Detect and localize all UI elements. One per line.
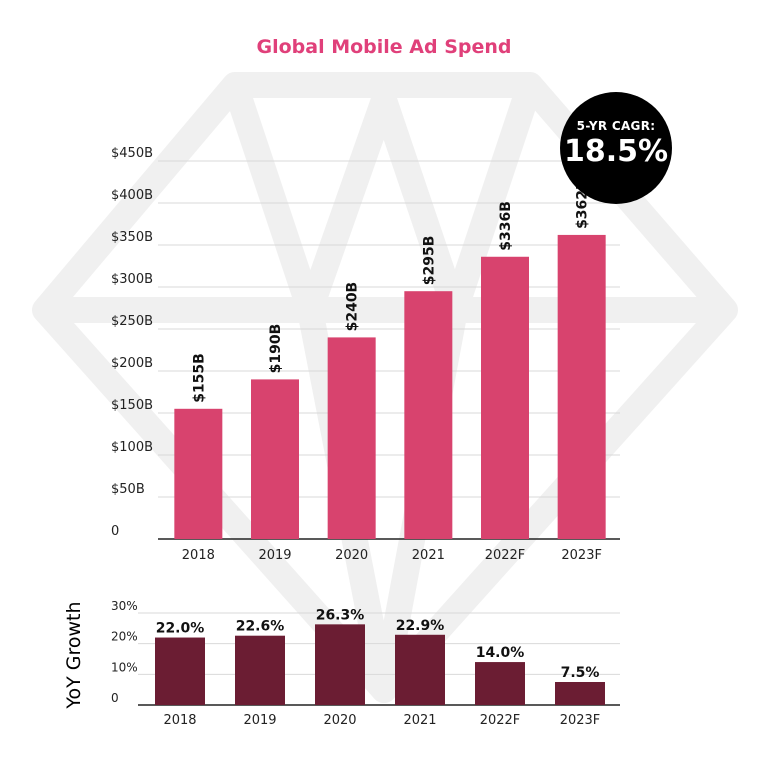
chart-title: Global Mobile Ad Spend xyxy=(256,36,512,58)
bar xyxy=(557,234,606,540)
x-tick-label: 2019 xyxy=(243,713,276,728)
data-label: 7.5% xyxy=(561,665,600,681)
data-label: $240B xyxy=(345,282,361,332)
y-tick-label: 0 xyxy=(111,691,119,705)
x-tick-label: 2023F xyxy=(560,713,601,728)
cagr-value: 18.5% xyxy=(563,134,669,169)
data-label: 22.0% xyxy=(156,621,205,637)
y-tick-label: 0 xyxy=(111,524,119,539)
bar xyxy=(395,634,445,705)
yoy-axis-title: YoY Growth xyxy=(63,601,85,709)
x-tick-label: 2020 xyxy=(323,713,356,728)
bar xyxy=(174,408,223,539)
data-label: $155B xyxy=(191,353,207,403)
x-tick-label: 2021 xyxy=(403,713,436,728)
x-tick-label: 2018 xyxy=(163,713,196,728)
bar xyxy=(475,662,525,705)
main-bar-chart: 0 $50B $100B $150B $200B $250B $300B $350B $400B… xyxy=(111,146,620,563)
y-tick-label: $100B xyxy=(111,440,153,455)
data-label: 22.9% xyxy=(396,618,445,634)
bar xyxy=(481,256,529,539)
x-tick-label: 2022F xyxy=(485,548,526,563)
x-tick-label: 2023F xyxy=(561,548,602,563)
x-tick-label: 2021 xyxy=(412,548,445,563)
y-tick-label: 20% xyxy=(111,630,138,644)
x-tick-label: 2018 xyxy=(182,548,215,563)
yoy-growth-bar-chart: 0 10% 20% 30% 2018 22.0% 2019 22.6% 2020 26.3% 202… xyxy=(111,599,620,728)
bar xyxy=(404,291,453,539)
x-tick-label: 2019 xyxy=(258,548,291,563)
y-tick-label: $400B xyxy=(111,188,153,203)
data-label: $336B xyxy=(498,201,514,251)
y-tick-label: $200B xyxy=(111,356,153,371)
y-tick-label: $250B xyxy=(111,314,153,329)
bar xyxy=(327,337,376,539)
bar xyxy=(555,682,605,705)
bar xyxy=(315,624,365,705)
watermark-facets xyxy=(222,80,543,703)
data-label: $295B xyxy=(421,236,437,286)
x-tick-label: 2020 xyxy=(335,548,368,563)
cagr-label: 5-YR CAGR: xyxy=(576,119,656,133)
y-tick-label: 30% xyxy=(111,599,138,613)
y-tick-label: 10% xyxy=(111,660,138,674)
bar xyxy=(235,635,285,705)
y-tick-label: $150B xyxy=(111,398,153,413)
x-tick-label: 2022F xyxy=(480,713,521,728)
data-label: 26.3% xyxy=(316,607,365,623)
y-tick-label: $450B xyxy=(111,146,153,161)
cagr-badge: 5-YR CAGR: 18.5% xyxy=(560,92,672,204)
bar xyxy=(155,637,205,705)
data-label: 22.6% xyxy=(236,619,285,635)
y-tick-label: $300B xyxy=(111,272,153,287)
y-tick-label: $50B xyxy=(111,482,145,497)
data-label: $190B xyxy=(268,324,284,374)
y-tick-label: $350B xyxy=(111,230,153,245)
bar xyxy=(251,379,299,539)
data-label: 14.0% xyxy=(476,645,525,661)
watermark-crown xyxy=(297,87,468,315)
